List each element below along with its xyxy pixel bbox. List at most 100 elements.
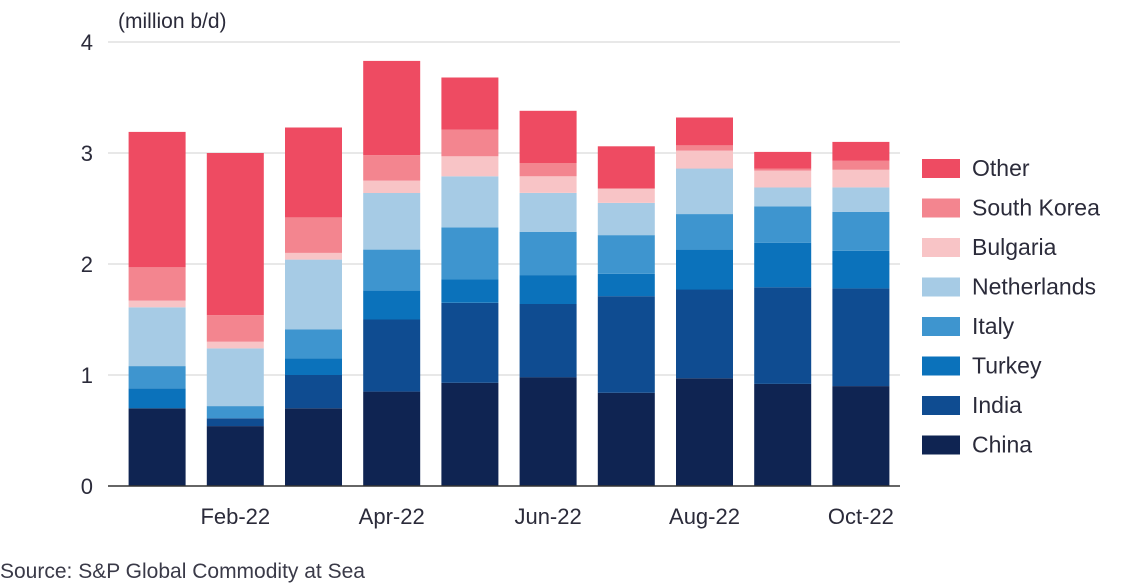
legend-swatch bbox=[922, 238, 960, 257]
bar-segment-bulgaria bbox=[206, 341, 264, 349]
bar-stack-Sep-22 bbox=[754, 151, 812, 486]
bar-segment-india bbox=[206, 418, 264, 427]
bar-segment-italy bbox=[597, 235, 655, 274]
bar-stack-Jan-22 bbox=[128, 131, 186, 486]
bar-segment-other bbox=[206, 153, 264, 316]
bar-stack-Oct-22 bbox=[832, 141, 890, 486]
bar-segment-other bbox=[597, 146, 655, 189]
bar-segment-other bbox=[832, 141, 890, 161]
legend-label: Italy bbox=[972, 313, 1015, 339]
bar-segment-netherlands bbox=[519, 193, 577, 232]
legend-swatch bbox=[922, 435, 960, 455]
bar-segment-south-korea bbox=[832, 160, 890, 170]
x-tick-label: Jun-22 bbox=[514, 504, 581, 529]
legend-label: Netherlands bbox=[972, 274, 1096, 300]
bar-segment-india bbox=[441, 302, 499, 383]
bar-segment-netherlands bbox=[441, 176, 499, 228]
bar-segment-south-korea bbox=[441, 129, 499, 157]
bar-segment-turkey bbox=[441, 279, 499, 303]
bar-segment-italy bbox=[363, 249, 421, 291]
legend-item-italy: Italy bbox=[922, 313, 1015, 339]
bar-segment-turkey bbox=[832, 250, 890, 289]
bar-segment-other bbox=[441, 77, 499, 130]
bar-segment-south-korea bbox=[285, 217, 342, 253]
bar-segment-south-korea bbox=[676, 145, 733, 151]
bar-segment-other bbox=[363, 60, 421, 156]
legend-item-india: India bbox=[922, 392, 1022, 418]
bar-segment-netherlands bbox=[285, 259, 342, 330]
x-tick-label: Oct-22 bbox=[828, 504, 894, 529]
bar-segment-other bbox=[285, 127, 342, 218]
bar-segment-italy bbox=[754, 206, 812, 243]
legend-item-other: Other bbox=[922, 155, 1030, 181]
bar-segment-netherlands bbox=[676, 168, 733, 214]
y-tick-label: 0 bbox=[81, 474, 93, 499]
bar-segment-south-korea bbox=[754, 168, 812, 171]
legend-label: China bbox=[972, 432, 1032, 458]
y-tick-label: 4 bbox=[81, 30, 93, 55]
legend-label: Turkey bbox=[972, 353, 1042, 379]
bar-segment-turkey bbox=[285, 358, 342, 375]
bar-segment-other bbox=[676, 117, 733, 146]
bar-segment-bulgaria bbox=[832, 169, 890, 188]
bar-segment-bulgaria bbox=[285, 252, 342, 260]
legend-item-netherlands: Netherlands bbox=[922, 274, 1096, 300]
bar-segment-turkey bbox=[676, 249, 733, 290]
legend-item-bulgaria: Bulgaria bbox=[922, 234, 1057, 260]
bar-segment-india bbox=[285, 375, 342, 409]
bar-segment-india bbox=[363, 319, 421, 392]
legend-swatch bbox=[922, 277, 960, 297]
bar-segment-netherlands bbox=[206, 348, 264, 407]
bar-segment-turkey bbox=[754, 242, 812, 288]
bar-segment-netherlands bbox=[597, 203, 655, 236]
bar-segment-netherlands bbox=[754, 187, 812, 207]
legend-swatch bbox=[922, 317, 960, 336]
bar-segment-china bbox=[676, 378, 733, 486]
bar-stack-Apr-22 bbox=[363, 60, 421, 486]
bar-segment-bulgaria bbox=[519, 176, 577, 193]
y-axis-unit-label: (million b/d) bbox=[118, 10, 227, 33]
bar-segment-bulgaria bbox=[441, 156, 499, 177]
bar-segment-turkey bbox=[363, 290, 421, 320]
bar-segment-india bbox=[754, 287, 812, 384]
bar-segment-china bbox=[128, 408, 186, 486]
bar-segment-italy bbox=[285, 329, 342, 359]
bar-segment-italy bbox=[676, 214, 733, 250]
bar-segment-south-korea bbox=[206, 315, 264, 342]
x-tick-label: Feb-22 bbox=[200, 504, 270, 529]
bar-segment-turkey bbox=[128, 388, 186, 409]
legend-swatch bbox=[922, 356, 960, 376]
bar-segment-india bbox=[597, 296, 655, 393]
bar-segment-italy bbox=[128, 366, 186, 389]
bar-segment-other bbox=[519, 110, 577, 163]
y-tick-label: 2 bbox=[81, 252, 93, 277]
bar-segment-china bbox=[206, 426, 264, 486]
bar-segment-china bbox=[285, 408, 342, 486]
y-tick-label: 3 bbox=[81, 141, 93, 166]
bar-segment-china bbox=[363, 391, 421, 486]
bar-stack-Aug-22 bbox=[676, 117, 733, 486]
bar-stack-Jun-22 bbox=[519, 110, 577, 486]
legend-label: Bulgaria bbox=[972, 234, 1057, 260]
bars bbox=[128, 60, 890, 486]
bar-stack-Jul-22 bbox=[597, 146, 655, 486]
bar-segment-china bbox=[597, 392, 655, 486]
x-tick-label: Apr-22 bbox=[359, 504, 425, 529]
bar-segment-china bbox=[519, 377, 577, 486]
legend-swatch bbox=[922, 198, 960, 218]
bar-stack-May-22 bbox=[441, 77, 499, 486]
bar-segment-china bbox=[754, 383, 812, 486]
legend-item-turkey: Turkey bbox=[922, 353, 1042, 379]
axes: 0 1 2 3 4 Feb-22 Apr-22 Jun-22 Aug-22 Oct-22 bbox=[81, 30, 900, 529]
bar-segment-china bbox=[832, 386, 890, 486]
bar-segment-china bbox=[441, 382, 499, 486]
bar-stack-Mar-22 bbox=[285, 127, 342, 486]
legend-label: South Korea bbox=[972, 195, 1100, 221]
bar-segment-bulgaria bbox=[676, 150, 733, 169]
bar-segment-other bbox=[128, 131, 186, 268]
legend: Other South Korea Bulgaria Netherlands Italy… bbox=[922, 155, 1100, 458]
source-note: Source: S&P Global Commodity at Sea bbox=[0, 560, 365, 583]
bar-segment-italy bbox=[441, 227, 499, 280]
bar-segment-south-korea bbox=[128, 267, 186, 301]
